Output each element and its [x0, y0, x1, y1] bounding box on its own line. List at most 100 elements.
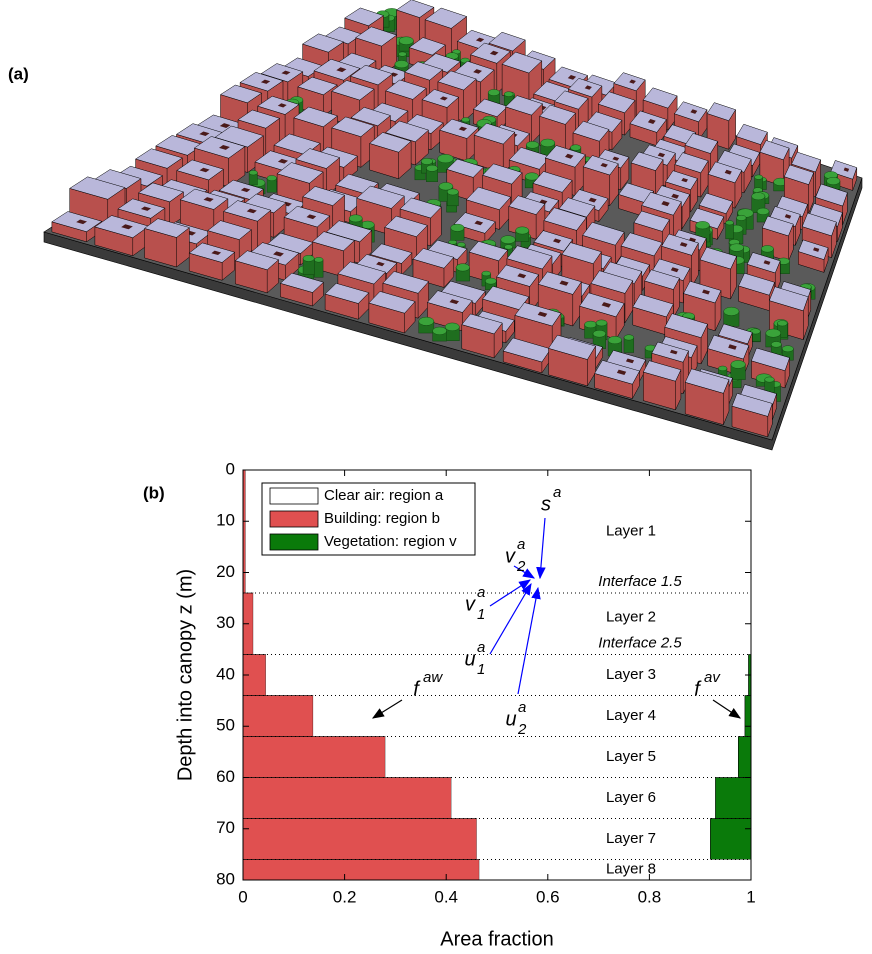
tree-crown — [736, 214, 747, 221]
building-roof — [207, 220, 252, 240]
roof-court — [553, 238, 562, 244]
roof-court — [449, 299, 459, 305]
building-roof — [775, 195, 808, 218]
roof-court — [199, 131, 210, 136]
building-roof — [496, 264, 540, 287]
building-roof — [69, 176, 126, 200]
building-roof — [452, 60, 495, 83]
annotation-sup: a — [517, 536, 525, 553]
roof-court — [567, 75, 577, 80]
roof-court — [246, 208, 257, 214]
building-roof — [651, 258, 691, 281]
roof-court — [601, 302, 611, 308]
roof-court — [203, 197, 214, 202]
tree-crown — [540, 138, 556, 148]
tree-crown — [765, 328, 781, 338]
building-roof — [554, 90, 589, 110]
building-roof — [716, 150, 752, 173]
roof-court — [376, 261, 385, 267]
roof-court — [629, 79, 636, 84]
building-roof — [135, 148, 183, 169]
building-roof — [684, 133, 719, 154]
roof-court — [277, 158, 288, 164]
building-roof — [337, 261, 386, 285]
building-roof — [731, 392, 773, 417]
building-roof — [468, 241, 509, 262]
tree-crown — [348, 214, 363, 223]
building-roof — [325, 220, 373, 243]
roof-court — [458, 126, 467, 131]
tree-crown — [437, 154, 454, 164]
building-roof — [594, 360, 640, 385]
building-roof — [642, 360, 682, 382]
building-roof — [488, 31, 526, 52]
roof-court — [475, 37, 485, 42]
roof-court — [724, 169, 732, 175]
y-tick-label: 40 — [216, 664, 235, 683]
building-roof — [179, 188, 229, 210]
tree-crown — [515, 226, 530, 235]
y-axis-label: Depth into canopy z (m) — [174, 569, 196, 781]
building-roof — [736, 123, 768, 145]
annotation-sub: 2 — [517, 721, 527, 738]
tree-crown — [394, 60, 409, 69]
building-roof — [632, 294, 674, 318]
building-roof — [791, 151, 821, 173]
building-roof — [595, 149, 630, 169]
building-roof — [368, 102, 409, 122]
building-roof — [585, 111, 623, 133]
annotation-base: u — [464, 648, 475, 670]
layer-label: Layer 2 — [606, 609, 656, 626]
building-roof — [137, 182, 185, 203]
y-tick-label: 80 — [216, 869, 235, 888]
building-roof — [453, 212, 496, 234]
annotation-base: v — [505, 545, 516, 567]
building-roof — [283, 205, 331, 228]
roof-court — [702, 289, 710, 295]
y-tick-label: 0 — [226, 459, 235, 478]
building-roof — [324, 283, 370, 304]
tree-trunk — [314, 259, 324, 278]
building-roof — [629, 110, 667, 133]
tree-crown — [754, 174, 763, 180]
tree-crown — [446, 188, 459, 196]
annotation-arrow — [489, 582, 532, 655]
building-roof — [506, 245, 553, 270]
annotation-arrow — [513, 565, 536, 579]
y-tick-label: 30 — [216, 613, 235, 632]
roof-court — [661, 201, 670, 207]
x-tick-label: 1 — [746, 887, 755, 906]
tree-crown — [584, 320, 598, 329]
building-roof — [597, 91, 636, 114]
building-roof — [370, 243, 413, 264]
building-roof — [439, 280, 486, 304]
building-roof — [582, 155, 619, 176]
building-roof — [193, 136, 246, 159]
bar — [710, 818, 752, 860]
legend-swatch — [269, 510, 319, 528]
roof-court — [565, 153, 574, 159]
building-roof — [384, 120, 429, 143]
building-roof — [117, 198, 166, 219]
roof-court — [306, 214, 317, 220]
building-roof — [247, 242, 300, 266]
roof-court — [121, 224, 133, 230]
tree-crown — [500, 235, 516, 244]
tree-crown — [461, 117, 471, 123]
building-roof — [590, 270, 634, 294]
roof-court — [211, 250, 222, 255]
building-roof — [674, 152, 709, 174]
building-roof — [356, 185, 405, 209]
building-roof — [239, 72, 284, 92]
annotation-base: u — [505, 708, 516, 730]
building-roof — [331, 116, 375, 137]
building-roof — [642, 87, 678, 109]
building-roof — [508, 147, 552, 170]
building-roof — [302, 186, 346, 206]
tree-crown — [526, 141, 540, 149]
x-tick-label: 0.2 — [333, 887, 357, 906]
building-roof — [439, 118, 479, 139]
building-roof — [544, 145, 586, 168]
x-tick-label: 0.8 — [638, 887, 662, 906]
annotation-base: v — [465, 593, 476, 615]
